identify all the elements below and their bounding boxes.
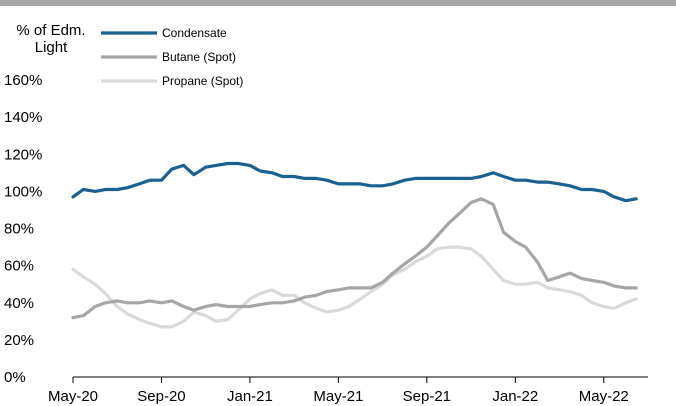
y-tick-label: 40% (4, 295, 34, 312)
x-tick-label: May-21 (313, 388, 363, 405)
top-border-bar (0, 0, 676, 6)
y-tick-label: 160% (4, 72, 42, 89)
y-axis-title-line-1: % of Edm. (16, 22, 86, 39)
series-line-propane-spot (71, 245, 638, 329)
y-tick-label: 100% (4, 183, 42, 200)
y-tick-label: 0% (4, 369, 26, 386)
series-lines (71, 161, 638, 329)
x-tick-label: May-22 (579, 388, 629, 405)
legend-label: Propane (Spot) (162, 74, 243, 88)
x-tick-label: Sep-21 (403, 388, 451, 405)
x-tick-label: May-20 (48, 388, 98, 405)
y-tick-label: 120% (4, 146, 42, 163)
y-tick-label: 60% (4, 258, 34, 275)
legend: Condensate Butane (Spot) Propane (Spot) (101, 26, 243, 88)
x-tick-label: Sep-20 (137, 388, 185, 405)
y-tick-label: 20% (4, 332, 34, 349)
y-axis: 0% 20% 40% 60% 80% 100% 120% 140% 160% (4, 72, 42, 386)
legend-label: Condensate (162, 26, 227, 40)
x-tick-label: Jan-22 (492, 388, 538, 405)
y-tick-label: 80% (4, 221, 34, 238)
y-axis-title: % of Edm. Light (4, 22, 98, 56)
x-tick-label: Jan-21 (227, 388, 273, 405)
y-axis-title-line-2: Light (34, 39, 68, 56)
y-tick-label: 140% (4, 109, 42, 126)
series-line-condensate (71, 161, 638, 203)
series-line-butane-spot (71, 197, 638, 320)
x-axis: May-20 Sep-20 Jan-21 May-21 Sep-21 Jan-22 May-… (48, 376, 648, 405)
legend-label: Butane (Spot) (162, 50, 236, 64)
